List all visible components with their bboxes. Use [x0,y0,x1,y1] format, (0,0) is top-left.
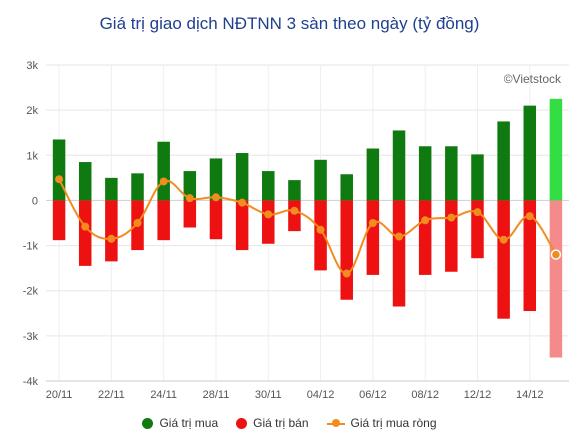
sell-bar[interactable] [52,200,66,241]
legend-buy-label: Giá trị mua [159,416,219,430]
y-tick-label: 2k [26,105,38,117]
chart-title: Giá trị giao dịch NĐTNN 3 sàn theo ngày … [99,14,480,33]
buy-bar[interactable] [314,159,327,201]
sell-bar[interactable] [262,200,275,244]
buy-bar[interactable] [392,130,406,201]
buy-bar[interactable] [523,105,537,201]
net-line-series [55,175,562,278]
buy-bar[interactable] [235,153,249,201]
net-point[interactable] [368,219,377,227]
sell-bar[interactable] [183,200,197,228]
x-tick-labels: 20/11 22/11 24/11 28/11 30/11 04/12 06/12 08/12… [46,389,544,401]
y-tick-label: -2k [23,286,39,298]
sell-bar[interactable] [288,200,301,232]
buy-bar[interactable] [497,121,510,201]
x-tick-label: 24/11 [150,389,177,401]
net-point[interactable] [395,232,404,241]
net-point[interactable] [81,222,90,231]
sell-bar[interactable] [445,200,458,272]
net-point[interactable] [290,206,299,215]
x-tick-label: 30/11 [255,389,282,401]
buy-bar[interactable] [471,154,484,201]
net-point[interactable] [473,208,482,217]
sell-bar[interactable] [209,200,223,240]
buy-bar[interactable] [131,173,144,201]
sell-bar[interactable] [366,200,380,275]
sell-bar[interactable] [392,200,406,307]
buy-bar[interactable] [209,158,223,201]
chart-canvas: ©Vietstock 3k 2k 1k 0 -1k -2k -3k -4k 20/11 22/1… [23,60,569,401]
buy-bar[interactable] [183,171,197,201]
sell-bar[interactable] [497,200,510,319]
buy-bar[interactable] [288,180,301,201]
sell-bar[interactable] [418,200,432,275]
net-point[interactable] [499,235,508,244]
buy-bar[interactable] [262,171,275,201]
sell-bar[interactable] [78,200,92,266]
sell-bar[interactable] [235,200,249,251]
net-point[interactable] [185,194,194,203]
legend-buy-swatch [142,417,154,429]
buy-bar[interactable] [366,148,380,201]
grid-lines [46,64,569,382]
legend-sell-label: Giá trị bán [253,416,309,430]
net-point[interactable] [159,177,168,186]
x-tick-label: 22/11 [98,389,125,401]
legend-sell-swatch [236,417,248,429]
net-point[interactable] [550,249,562,260]
buy-bar[interactable] [445,146,458,201]
net-point[interactable] [342,269,351,278]
net-point[interactable] [107,234,116,243]
legend-item-net[interactable]: Giá trị mua ròng [326,416,437,430]
net-point[interactable] [421,216,430,225]
watermark-text: ©Vietstock [504,72,562,86]
net-point[interactable] [55,175,64,184]
y-tick-label: 0 [32,195,38,207]
legend-net-swatch [326,418,345,429]
y-tick-labels: 3k 2k 1k 0 -1k -2k -3k -4k [23,60,39,388]
x-tick-label: 06/12 [359,389,387,401]
net-point[interactable] [525,212,534,221]
net-point[interactable] [133,219,142,227]
sell-bar[interactable] [523,200,537,312]
legend-net-label: Giá trị mua ròng [350,416,437,430]
x-tick-label: 14/12 [516,389,544,401]
sell-bar[interactable] [314,200,327,271]
buy-bar[interactable] [52,139,66,201]
bar-series [52,98,563,358]
net-point[interactable] [238,198,247,207]
legend-item-sell[interactable]: Giá trị bán [236,416,309,430]
y-tick-label: -3k [23,331,39,343]
x-tick-label: 04/12 [307,389,335,401]
net-point[interactable] [316,225,325,234]
buy-bar[interactable] [157,141,170,201]
sell-bar[interactable] [549,200,563,358]
net-point[interactable] [264,210,273,219]
buy-bar[interactable] [340,174,353,201]
sell-bar[interactable] [340,200,353,300]
sell-bar[interactable] [157,200,170,241]
net-point[interactable] [447,213,456,222]
y-tick-label: -4k [23,376,39,388]
buy-bar[interactable] [418,146,432,201]
net-point[interactable] [211,193,220,202]
legend: Giá trị mua Giá trị bán Giá trị mua ròng [0,416,579,430]
y-tick-label: 3k [26,60,38,72]
buy-bar[interactable] [549,98,563,201]
legend-item-buy[interactable]: Giá trị mua [142,416,218,430]
buy-bar[interactable] [105,177,118,201]
x-tick-label: 08/12 [411,389,439,401]
x-tick-label: 28/11 [203,389,230,401]
y-tick-label: -1k [23,241,39,253]
buy-bar[interactable] [78,162,92,201]
y-tick-label: 1k [26,150,38,162]
x-tick-label: 20/11 [46,389,73,401]
sell-bar[interactable] [105,200,118,262]
x-tick-label: 12/12 [464,389,492,401]
